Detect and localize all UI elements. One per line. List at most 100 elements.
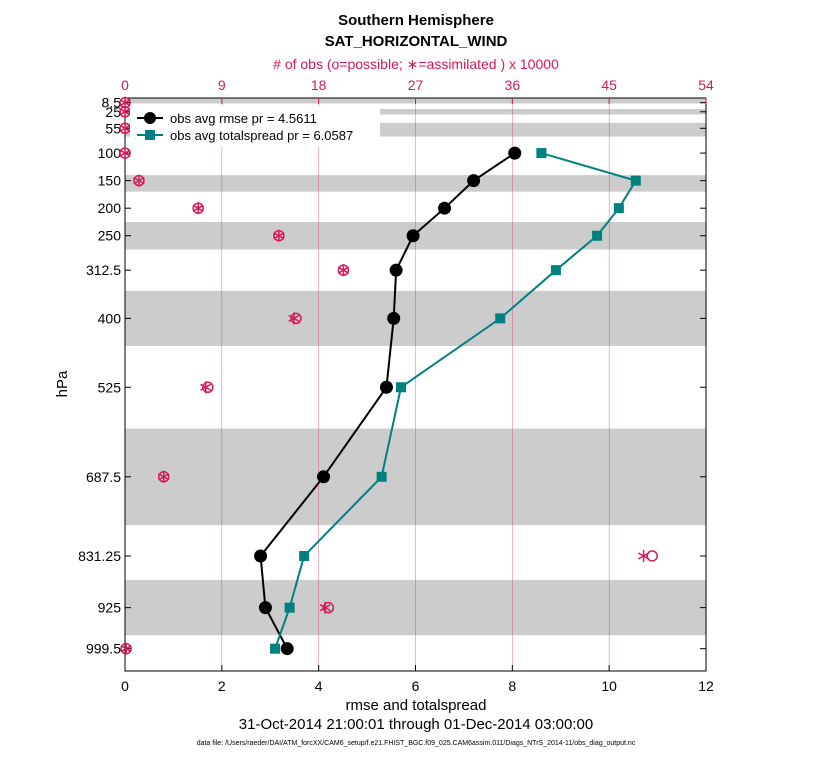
top-axis-ticks: 0 9 18 27 36 45 54 (121, 77, 714, 104)
obs-assimilated-marker-5 (192, 202, 204, 215)
x-tick-label-1: 2 (218, 678, 226, 694)
obs-assimilated-marker-6 (273, 229, 285, 242)
series-0-point-1 (467, 174, 481, 188)
y-tick-label-3: 100 (98, 145, 122, 161)
top-tick-label-3: 27 (408, 77, 424, 93)
obs-possible-marker-9 (202, 381, 214, 394)
y-tick-label-10: 687.5 (86, 469, 121, 485)
x-tick-label-5: 10 (601, 678, 617, 694)
y-tick-label-5: 200 (98, 200, 122, 216)
top-tick-label-2: 18 (311, 77, 327, 93)
x-tick-label-3: 6 (412, 678, 420, 694)
obs-assimilated-marker-2 (119, 122, 131, 135)
obs-assimilated-stroke-11-2 (638, 552, 650, 560)
y-tick-label-11: 831.25 (78, 548, 121, 564)
obs-assimilated-stroke-13-2 (120, 645, 132, 653)
obs-assimilated-stroke-6-2 (273, 232, 285, 240)
obs-assimilated-marker-1 (119, 105, 131, 118)
obs-assimilated-stroke-4-2 (133, 176, 145, 185)
legend-rmse-marker (144, 112, 156, 124)
series-0-point-7 (317, 470, 331, 484)
series-1-point-4 (550, 265, 561, 276)
obs-assimilated-stroke-5-2 (192, 204, 204, 212)
obs-assimilated-marker-9 (200, 381, 212, 394)
series-1-point-3 (592, 230, 603, 241)
legend-spread-marker (145, 130, 155, 140)
series-1-point-8 (299, 550, 310, 561)
obs-assimilated-stroke-9-2 (200, 383, 212, 391)
top-tick-label-1: 9 (218, 77, 226, 93)
obs-assimilated-marker-3 (119, 147, 131, 160)
series-1-point-9 (284, 602, 295, 613)
obs-assimilated-stroke-10-2 (158, 473, 170, 481)
footnote: data file: /Users/raeder/DAI/ATM_forcXX/… (197, 740, 636, 747)
top-tick-label-0: 0 (121, 77, 129, 93)
obs-assimilated-marker-11 (638, 549, 650, 562)
obs-assimilated-stroke-1-2 (119, 108, 131, 116)
top-tick-label-6: 54 (698, 77, 714, 93)
series-1-point-0 (536, 148, 547, 159)
obs-assimilated-stroke-0-2 (119, 99, 131, 107)
series-lines (254, 146, 641, 656)
series-0-point-6 (379, 380, 393, 394)
y-tick-label-13: 999.5 (86, 641, 121, 657)
obs-assimilated-stroke-8-2 (288, 314, 300, 323)
obs-assimilated-marker-4 (133, 174, 145, 187)
series-1-point-7 (376, 471, 387, 482)
obs-assimilated-stroke-3-2 (119, 149, 131, 157)
legend-rmse-label: obs avg rmse pr = 4.5611 (170, 111, 317, 126)
series-1-point-10 (270, 643, 281, 654)
x-tick-label-4: 8 (508, 678, 516, 694)
series-0-point-9 (258, 601, 272, 615)
y-tick-label-7: 312.5 (86, 262, 121, 278)
series-1-point-2 (613, 203, 624, 214)
series-0-point-4 (389, 263, 403, 277)
obs-assimilated-marker-12 (319, 601, 331, 614)
series-1-point-6 (395, 382, 406, 393)
obs-assimilated-stroke-2-2 (119, 124, 131, 132)
obs-possible-marker-12 (322, 601, 335, 614)
series-0-point-10 (280, 642, 294, 656)
chart-subtitle: SAT_HORIZONTAL_WIND (325, 33, 508, 50)
obs-assimilated-stroke-12-2 (319, 603, 331, 612)
y-tick-label-0: 8.5 (102, 95, 122, 111)
date-range: 31-Oct-2014 21:00:01 through 01-Dec-2014… (239, 716, 593, 733)
chart-title: Southern Hemisphere (338, 12, 494, 29)
top-axis-label: # of obs (o=possible; ∗=assimilated ) x … (273, 56, 559, 72)
series-0-point-5 (387, 311, 401, 325)
y-tick-label-2: 55 (105, 120, 121, 136)
legend-spread-label: obs avg totalspread pr = 6.0587 (170, 128, 353, 143)
x-axis-label: rmse and totalspread (346, 697, 487, 714)
x-tick-label-6: 12 (698, 678, 714, 694)
top-tick-label-5: 45 (601, 77, 617, 93)
series-0-point-8 (254, 549, 268, 563)
y-tick-label-1: 25 (105, 104, 121, 120)
series-1-point-5 (495, 313, 506, 324)
obs-count-markers (119, 96, 658, 655)
obs-assimilated-stroke-7-2 (337, 266, 349, 274)
obs-possible-marker-8 (290, 312, 302, 325)
top-tick-label-4: 36 (505, 77, 521, 93)
bottom-axis-ticks: 0 2 4 6 8 10 12 (121, 665, 714, 694)
obs-assimilated-marker-10 (158, 470, 170, 483)
obs-possible-marker-11 (646, 550, 658, 562)
series-0-point-0 (508, 146, 522, 160)
obs-assimilated-marker-7 (337, 264, 349, 277)
x-tick-label-0: 0 (121, 678, 129, 694)
series-0-point-2 (438, 201, 452, 215)
y-tick-label-6: 250 (98, 228, 122, 244)
y-axis-label: hPa (54, 370, 71, 397)
y-tick-label-12: 925 (98, 600, 122, 616)
legend-box (130, 105, 380, 147)
x-tick-label-2: 4 (315, 678, 323, 694)
y-tick-label-9: 525 (98, 379, 122, 395)
y-tick-label-8: 400 (98, 310, 122, 326)
legend: obs avg rmse pr = 4.5611 obs avg totalsp… (130, 105, 380, 147)
series-0-point-3 (406, 229, 420, 243)
obs-assimilated-marker-13 (120, 642, 132, 655)
y-tick-label-4: 150 (98, 173, 122, 189)
obs-assimilated-marker-8 (288, 312, 300, 325)
series-1-point-1 (630, 175, 641, 186)
